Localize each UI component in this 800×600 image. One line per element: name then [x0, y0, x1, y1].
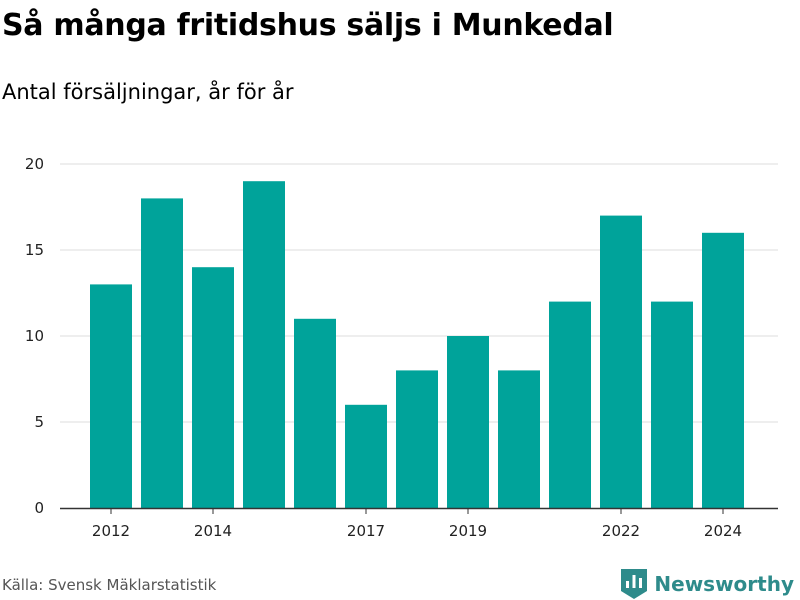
bar-2017 [345, 404, 387, 508]
bar-chart: 0 5 10 15 20 2012 2014 2017 2019 2022 2024 [25, 155, 778, 540]
bar-chart-flag-icon [621, 569, 648, 599]
bar-2012 [90, 284, 132, 508]
x-tick-label: 2019 [449, 522, 487, 540]
bar-2021 [549, 301, 591, 508]
brand-logo: Newsworthy [620, 568, 794, 600]
bar-2016 [294, 318, 336, 508]
y-tick-label: 5 [34, 413, 44, 431]
bar-2023 [651, 301, 693, 508]
source-note: Källa: Svensk Mäklarstatistik [2, 576, 217, 594]
bar-2020 [498, 370, 540, 508]
x-tick-label: 2022 [602, 522, 640, 540]
bar-2024 [702, 232, 744, 509]
x-tick-label: 2014 [194, 522, 232, 540]
bar-2013 [141, 198, 183, 508]
y-tick-label: 15 [25, 241, 44, 259]
bars [90, 181, 744, 509]
axes: 0 5 10 15 20 2012 2014 2017 2019 2022 2024 [25, 155, 778, 540]
bar-2015 [243, 181, 285, 508]
bar-2019 [447, 336, 489, 508]
x-tick-label: 2012 [92, 522, 130, 540]
bar-2014 [192, 267, 234, 508]
bar-2022 [600, 215, 642, 508]
chart-subtitle: Antal försäljningar, år för år [2, 80, 294, 104]
chart-title: Så många fritidshus säljs i Munkedal [2, 8, 614, 43]
brand-name: Newsworthy [654, 572, 794, 596]
y-tick-label: 20 [25, 155, 44, 173]
y-tick-label: 10 [25, 327, 44, 345]
y-tick-label: 0 [34, 499, 44, 517]
bar-2018 [396, 370, 438, 508]
x-tick-label: 2024 [704, 522, 742, 540]
x-tick-label: 2017 [347, 522, 385, 540]
